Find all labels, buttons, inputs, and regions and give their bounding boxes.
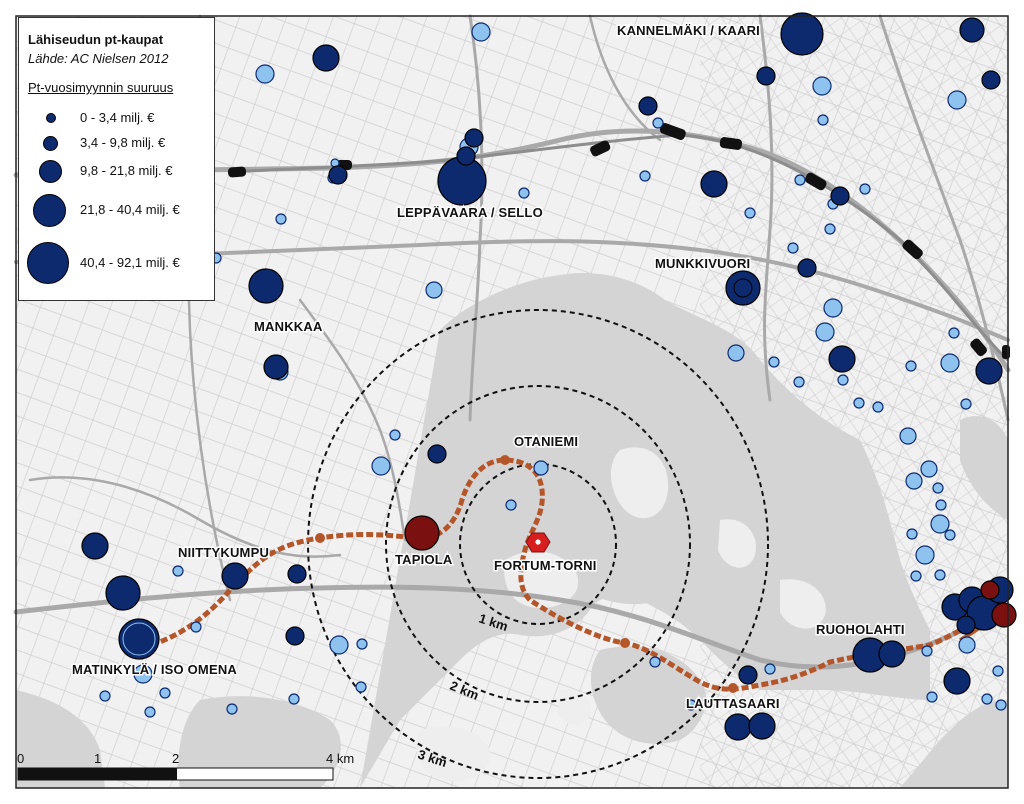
store-munkkivuori (725, 270, 761, 306)
legend-heading: Pt-vuosimyynnin suuruus (28, 80, 174, 95)
store-tapiola (404, 515, 440, 551)
store-iso-omena (118, 618, 160, 660)
scale-bar: 0 1 2 4 km (17, 751, 354, 781)
scale-tick-2: 2 (172, 751, 179, 766)
label-lauttasaari: LAUTTASAARI (686, 696, 780, 711)
legend-item: 3,4 - 9,8 milj. € (19, 133, 214, 155)
place-labels: KANNELMÄKI / KAARI LEPPÄVAARA / SELLO MU… (71, 22, 906, 713)
sea-water (16, 272, 1008, 788)
legend-class-5: 40,4 - 92,1 milj. € (80, 255, 180, 270)
label-leppavaara: LEPPÄVAARA / SELLO (397, 205, 543, 220)
label-matinkyla: MATINKYLÄ / ISO OMENA (72, 662, 237, 677)
label-niittykumpu: NIITTYKUMPU (178, 545, 269, 560)
legend-circle-size-3 (39, 160, 62, 183)
legend-item: 40,4 - 92,1 milj. € (19, 242, 214, 286)
legend-item: 0 - 3,4 milj. € (19, 109, 214, 129)
legend-class-2: 3,4 - 9,8 milj. € (80, 135, 166, 150)
ring-2km (385, 385, 691, 703)
legend-circle-size-4 (33, 194, 66, 227)
map-frame (15, 15, 1009, 789)
scale-tick-4: 4 km (326, 751, 354, 766)
legend-circle-size-2 (43, 136, 58, 151)
legend-box: Lähiseudun pt-kaupat Lähde: AC Nielsen 2… (18, 17, 215, 301)
scale-tick-0: 0 (17, 751, 24, 766)
ring-3km (307, 309, 769, 779)
label-ruoholahti: RUOHOLAHTI (816, 622, 905, 637)
legend-circle-size-5 (27, 242, 69, 284)
fortum-tower-marker (525, 532, 551, 553)
store-kannelmaki (780, 12, 824, 56)
islands (416, 447, 826, 781)
legend-class-3: 9,8 - 21,8 milj. € (80, 163, 173, 178)
label-tapiola: TAPIOLA (395, 552, 453, 567)
legend-circle-size-1 (46, 113, 56, 123)
legend-source: Lähde: AC Nielsen 2012 (28, 51, 169, 66)
legend-item: 21,8 - 40,4 milj. € (19, 194, 214, 228)
rail-line (227, 122, 1010, 362)
legend-class-4: 21,8 - 40,4 milj. € (80, 202, 180, 217)
stores-large (118, 12, 1017, 660)
label-otaniemi: OTANIEMI (514, 434, 578, 449)
label-kannelmaki: KANNELMÄKI / KAARI (617, 23, 760, 38)
scale-tick-1: 1 (94, 751, 101, 766)
stores-dark (81, 17, 1014, 741)
label-mankkaa: MANKKAA (254, 319, 323, 334)
legend-class-1: 0 - 3,4 milj. € (80, 110, 155, 125)
legend-title: Lähiseudun pt-kaupat (28, 32, 164, 47)
label-fortum: FORTUM-TORNI (494, 558, 597, 573)
label-munkkivuori: MUNKKIVUORI (655, 256, 750, 271)
legend-item: 9,8 - 21,8 milj. € (19, 159, 214, 187)
